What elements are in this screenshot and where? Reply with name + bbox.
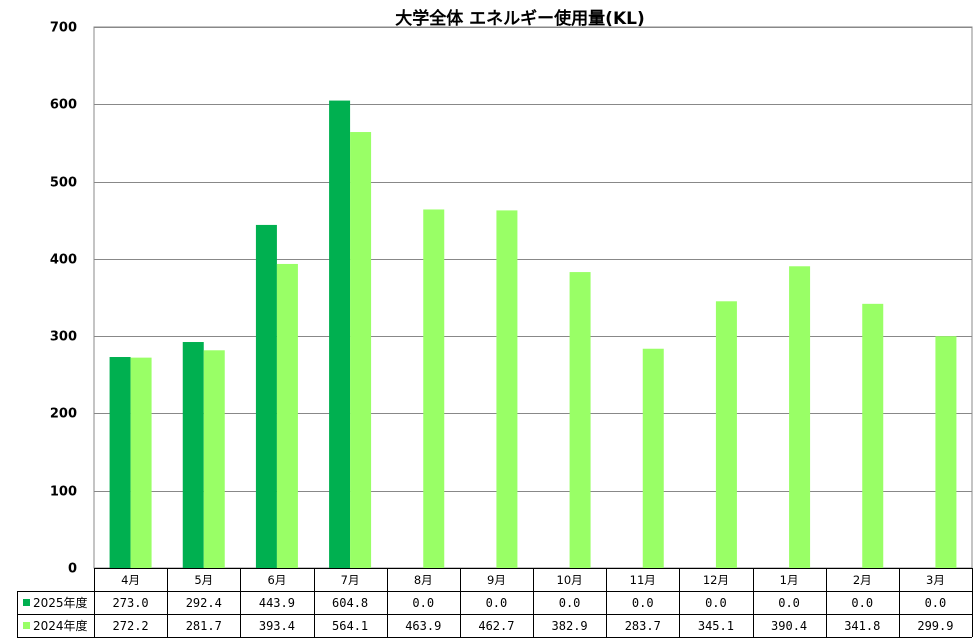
- bar-series2: [203, 350, 225, 568]
- data-label: 463.9: [405, 619, 441, 633]
- legend-label: 2024年度: [33, 618, 88, 633]
- data-label: 604.8: [332, 596, 368, 610]
- bar-series2: [642, 348, 664, 568]
- plot-area: [93, 26, 973, 569]
- x-tick-label: 6月: [268, 573, 287, 587]
- data-label: 0.0: [851, 596, 873, 610]
- bar-series1: [109, 357, 131, 568]
- data-label: 0.0: [925, 596, 947, 610]
- x-tick-label: 12月: [703, 573, 729, 587]
- y-tick-label: 200: [50, 407, 77, 422]
- x-tick-label: 10月: [557, 573, 583, 587]
- data-label: 564.1: [332, 619, 368, 633]
- chart-title: 大学全体 エネルギー使用量(KL): [395, 8, 644, 29]
- data-label: 341.8: [844, 619, 880, 633]
- data-table: 4月 5月 6月 7月 8月 9月 10月 11月 12月 1月 2月 3月 2025年度 273.0 29…: [17, 568, 973, 638]
- bar-series2: [496, 210, 518, 569]
- y-tick-label: 100: [50, 485, 77, 500]
- bar-series2: [130, 357, 152, 568]
- x-tick-label: 11月: [630, 573, 656, 587]
- data-label: 0.0: [486, 596, 508, 610]
- x-tick-label: 3月: [926, 573, 945, 587]
- bars: [109, 100, 957, 569]
- x-tick-label: 1月: [780, 573, 799, 587]
- bar-series2: [715, 301, 737, 568]
- data-label: 273.0: [113, 596, 149, 610]
- legend-label: 2025年度: [33, 595, 88, 610]
- bar-series2: [350, 132, 372, 568]
- data-label: 345.1: [698, 619, 734, 633]
- data-label: 283.7: [625, 619, 661, 633]
- bar-series2: [423, 209, 445, 569]
- y-tick-label: 500: [50, 176, 77, 191]
- x-tick-label: 4月: [121, 573, 140, 587]
- data-label: 281.7: [186, 619, 222, 633]
- data-label: 382.9: [552, 619, 588, 633]
- y-axis: 0 100 200 300 400 500 600 700: [50, 21, 77, 577]
- x-tick-label: 5月: [194, 573, 213, 587]
- x-tick-label: 9月: [487, 573, 506, 587]
- grid: [93, 26, 973, 569]
- y-tick-label: 300: [50, 330, 77, 345]
- data-label: 292.4: [186, 596, 222, 610]
- data-label: 443.9: [259, 596, 295, 610]
- x-tick-label: 8月: [414, 573, 433, 587]
- legend-swatch: [23, 599, 30, 606]
- data-label: 0.0: [412, 596, 434, 610]
- data-label: 390.4: [771, 619, 807, 633]
- bar-series2: [276, 263, 298, 568]
- data-label: 0.0: [705, 596, 727, 610]
- bar-series2: [862, 303, 884, 568]
- bar-series1: [182, 342, 204, 568]
- bar-series2: [935, 336, 957, 568]
- data-label: 299.9: [917, 619, 953, 633]
- bar-series1: [255, 224, 277, 568]
- bar-series2: [789, 266, 811, 568]
- y-tick-label: 0: [68, 562, 77, 577]
- y-tick-label: 400: [50, 253, 77, 268]
- data-label: 0.0: [778, 596, 800, 610]
- y-tick-label: 700: [50, 21, 77, 36]
- data-label: 0.0: [632, 596, 654, 610]
- bar-series1: [329, 100, 351, 569]
- y-tick-label: 600: [50, 98, 77, 113]
- data-label: 272.2: [113, 619, 149, 633]
- x-tick-label: 7月: [341, 573, 360, 587]
- data-label: 393.4: [259, 619, 295, 633]
- data-label: 0.0: [559, 596, 581, 610]
- data-label: 462.7: [478, 619, 514, 633]
- x-tick-label: 2月: [853, 573, 872, 587]
- bar-series2: [569, 272, 591, 568]
- legend-swatch: [23, 622, 30, 629]
